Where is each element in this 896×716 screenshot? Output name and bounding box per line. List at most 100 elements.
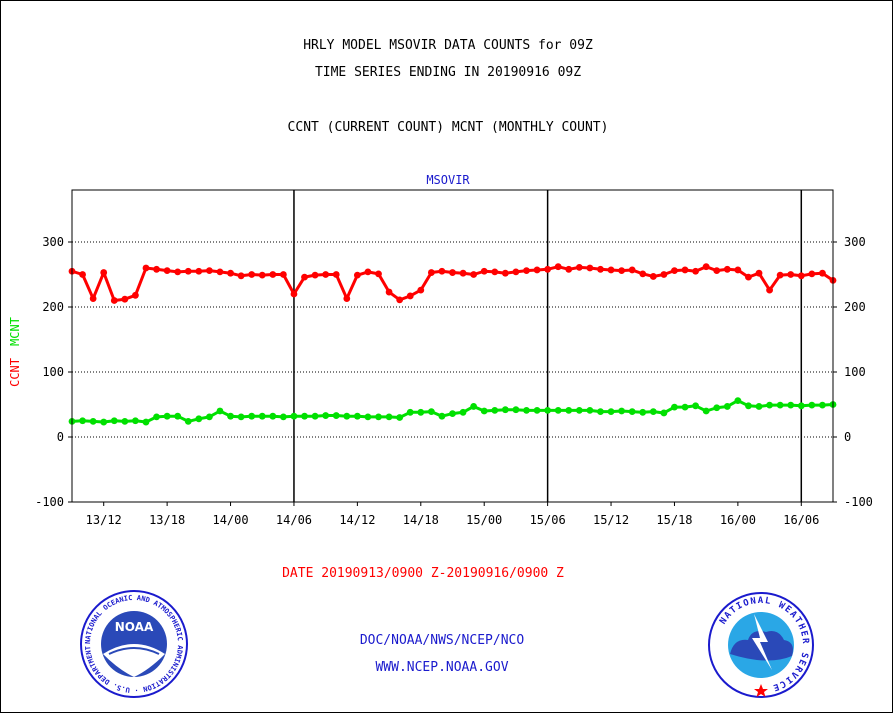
data-point-mcnt bbox=[618, 407, 626, 415]
nws-logo: NATIONAL WEATHER SERVICE bbox=[708, 592, 814, 698]
data-point-mcnt bbox=[396, 414, 404, 421]
x-tick-label: 13/18 bbox=[149, 513, 185, 527]
data-point-mcnt bbox=[216, 407, 224, 415]
data-point-ccnt bbox=[269, 271, 277, 278]
data-point-ccnt bbox=[723, 265, 731, 273]
data-point-ccnt bbox=[279, 271, 287, 278]
data-point-mcnt bbox=[406, 408, 414, 416]
data-point-ccnt bbox=[470, 271, 478, 278]
data-point-mcnt bbox=[565, 406, 573, 414]
data-point-ccnt bbox=[89, 295, 97, 302]
data-point-ccnt bbox=[332, 271, 340, 278]
x-tick-label: 15/06 bbox=[530, 513, 566, 527]
data-point-ccnt bbox=[766, 286, 773, 294]
x-tick-label: 16/06 bbox=[783, 513, 819, 527]
data-point-ccnt bbox=[153, 265, 160, 273]
data-point-ccnt bbox=[597, 265, 604, 273]
data-point-ccnt bbox=[110, 297, 118, 304]
data-point-mcnt bbox=[639, 408, 647, 416]
data-point-mcnt bbox=[554, 406, 562, 414]
data-point-ccnt bbox=[533, 266, 541, 274]
data-point-ccnt bbox=[364, 268, 372, 276]
data-point-mcnt bbox=[501, 406, 509, 414]
data-point-mcnt bbox=[227, 412, 234, 420]
data-point-ccnt bbox=[353, 271, 361, 279]
data-point-ccnt bbox=[459, 269, 467, 277]
data-point-ccnt bbox=[607, 266, 615, 274]
data-point-mcnt bbox=[417, 408, 425, 416]
y-tick-label-left: 100 bbox=[42, 365, 64, 379]
data-point-mcnt bbox=[258, 412, 266, 420]
data-point-mcnt bbox=[248, 412, 256, 420]
plot-frame bbox=[71, 189, 834, 503]
data-point-mcnt bbox=[787, 401, 795, 409]
y-tick-label-right: 300 bbox=[844, 235, 866, 249]
data-point-mcnt bbox=[766, 401, 773, 409]
noaa-logo: NATIONAL OCEANIC AND ATMOSPHERIC ADMINIS… bbox=[79, 590, 188, 698]
data-point-ccnt bbox=[438, 267, 446, 275]
data-point-ccnt bbox=[681, 266, 689, 274]
data-point-ccnt bbox=[755, 269, 763, 277]
data-point-mcnt bbox=[459, 408, 467, 416]
data-point-ccnt bbox=[79, 271, 86, 278]
y-tick-label-left: 0 bbox=[57, 430, 64, 444]
data-point-ccnt bbox=[776, 271, 784, 279]
data-point-ccnt bbox=[628, 266, 636, 274]
data-point-mcnt bbox=[523, 406, 530, 414]
data-point-ccnt bbox=[427, 269, 435, 276]
y-tick-label-right: 200 bbox=[844, 300, 866, 314]
x-tick-label: 14/18 bbox=[403, 513, 439, 527]
data-point-mcnt bbox=[311, 412, 319, 420]
axes: -100 -100 0 0 100 100 200 200 300 300 13/12 13/18 14… bbox=[35, 189, 873, 527]
website-link[interactable]: WWW.NCEP.NOAA.GOV bbox=[375, 660, 509, 675]
data-point-mcnt bbox=[332, 412, 340, 419]
data-point-ccnt bbox=[808, 270, 816, 278]
data-point-mcnt bbox=[438, 412, 446, 420]
x-tick-label: 14/12 bbox=[339, 513, 375, 527]
y-tick-label-left: 200 bbox=[42, 300, 64, 314]
data-point-ccnt bbox=[121, 295, 129, 303]
data-point-mcnt bbox=[322, 412, 330, 419]
data-point-mcnt bbox=[89, 418, 97, 425]
data-point-ccnt bbox=[575, 263, 583, 271]
data-point-ccnt bbox=[227, 269, 234, 277]
data-point-ccnt bbox=[100, 269, 108, 276]
data-point-mcnt bbox=[797, 402, 805, 410]
x-tick-label: 14/00 bbox=[212, 513, 248, 527]
data-point-ccnt bbox=[385, 288, 393, 296]
data-point-mcnt bbox=[375, 413, 382, 421]
data-point-mcnt bbox=[692, 402, 699, 410]
data-point-mcnt bbox=[163, 412, 171, 420]
data-point-mcnt bbox=[512, 406, 520, 414]
data-point-mcnt bbox=[427, 408, 435, 416]
nws-star-icon bbox=[754, 684, 768, 697]
data-point-mcnt bbox=[755, 403, 763, 410]
data-point-ccnt bbox=[163, 267, 171, 274]
x-tick-label: 13/12 bbox=[86, 513, 122, 527]
y-tick-label-left: -100 bbox=[35, 495, 64, 509]
data-point-ccnt bbox=[184, 267, 192, 275]
data-point-ccnt bbox=[554, 263, 562, 271]
data-point-ccnt bbox=[142, 264, 150, 272]
data-point-mcnt bbox=[353, 412, 361, 420]
data-point-ccnt bbox=[523, 267, 530, 274]
data-point-ccnt bbox=[639, 270, 647, 278]
x-tick-label: 15/00 bbox=[466, 513, 502, 527]
data-point-ccnt bbox=[174, 268, 182, 276]
data-point-mcnt bbox=[491, 406, 499, 414]
data-point-ccnt bbox=[417, 286, 425, 294]
y-axis-label-ccnt: CCNT bbox=[8, 358, 22, 387]
grid-lines bbox=[72, 241, 833, 438]
chart-title-line-2: TIME SERIES ENDING IN 20190916 09Z bbox=[314, 65, 582, 80]
data-point-mcnt bbox=[575, 406, 583, 414]
data-point-mcnt bbox=[206, 413, 213, 421]
data-point-ccnt bbox=[290, 290, 298, 298]
data-point-mcnt bbox=[174, 412, 182, 420]
data-point-ccnt bbox=[671, 267, 678, 274]
data-point-mcnt bbox=[660, 409, 668, 417]
data-point-ccnt bbox=[692, 267, 699, 275]
data-point-ccnt bbox=[649, 273, 657, 280]
data-point-mcnt bbox=[723, 403, 731, 410]
data-point-ccnt bbox=[322, 271, 330, 278]
